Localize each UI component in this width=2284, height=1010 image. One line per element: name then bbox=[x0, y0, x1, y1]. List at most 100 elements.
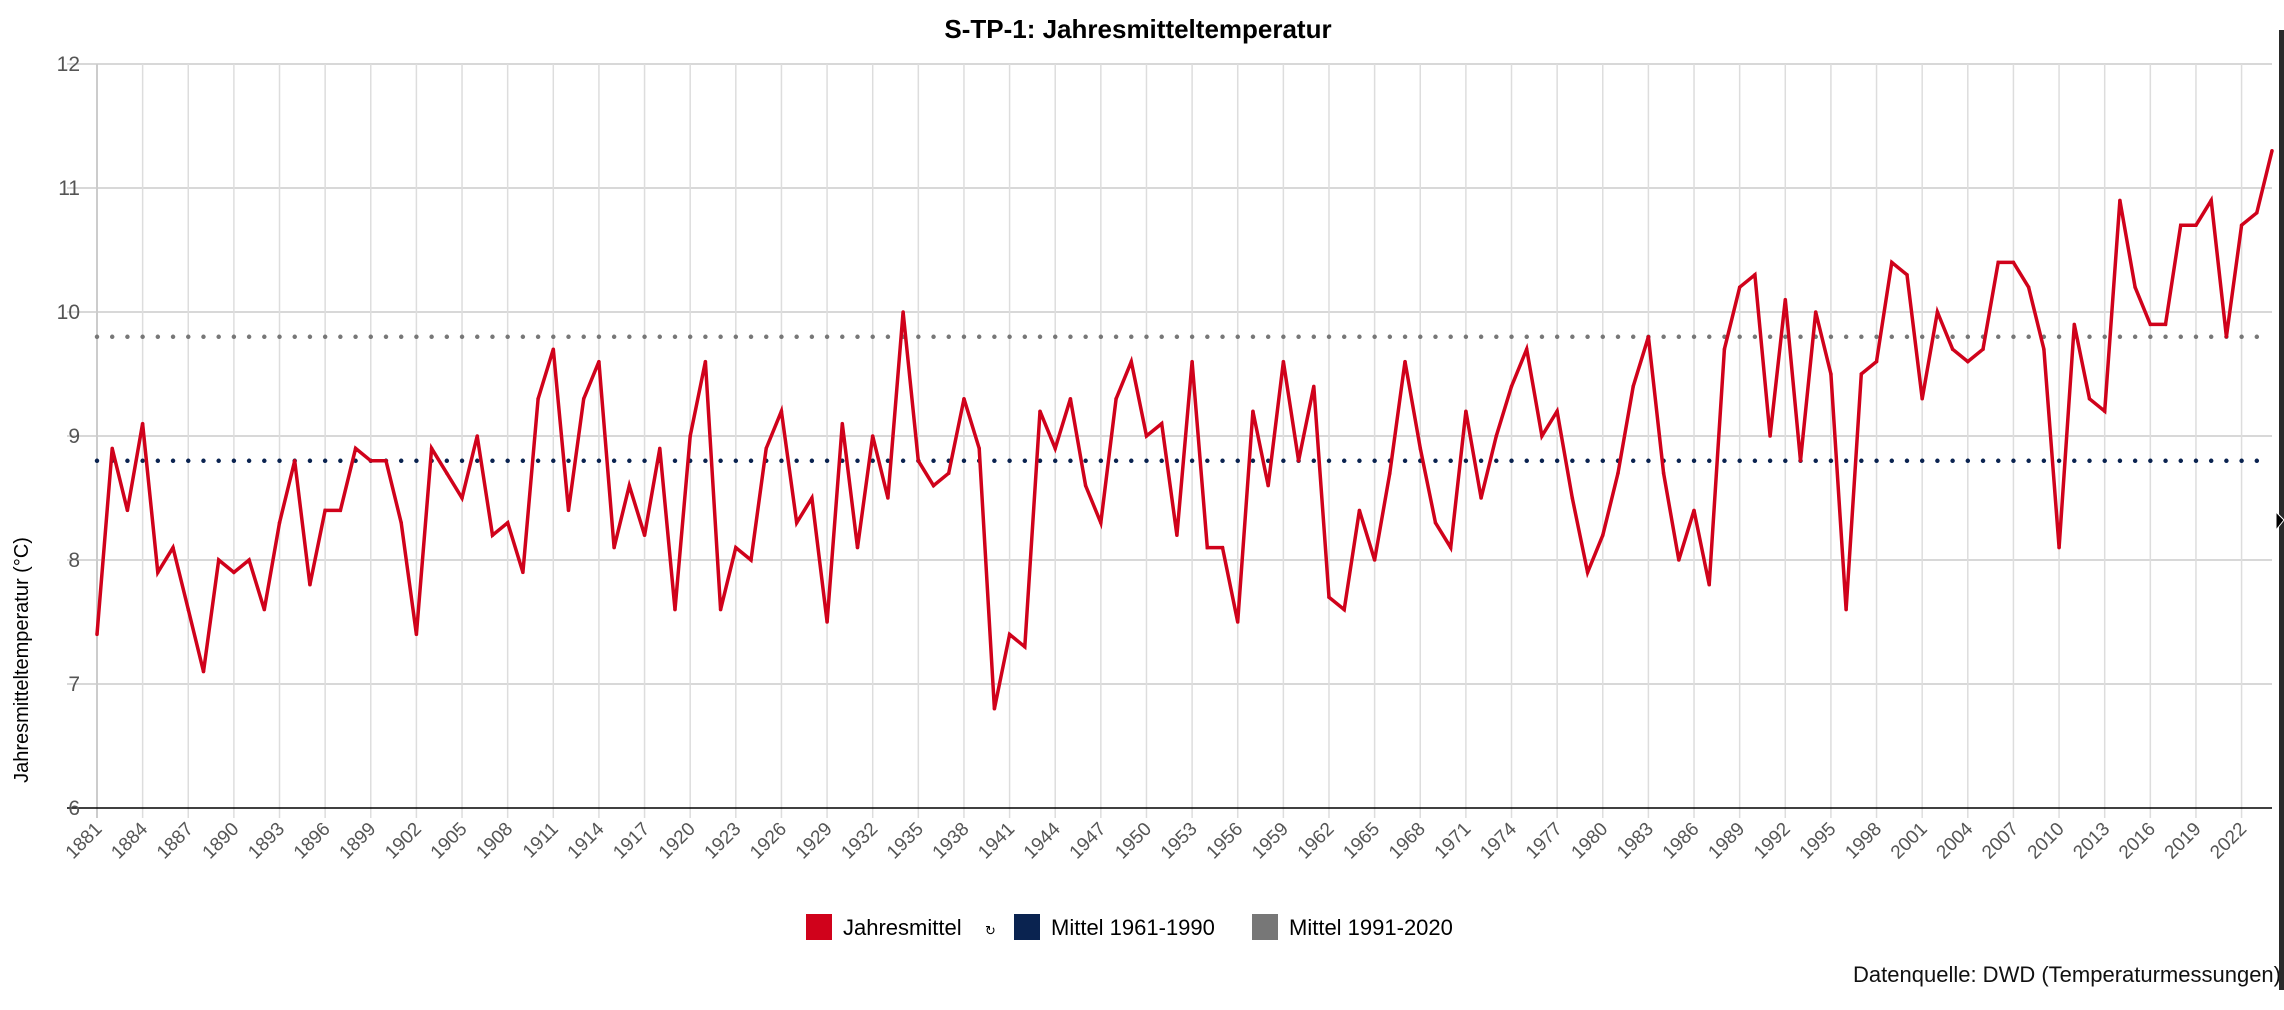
x-tick-label: 1995 bbox=[1796, 819, 1841, 864]
x-tick-label: 1902 bbox=[381, 819, 426, 864]
data-point-1898 bbox=[353, 446, 358, 451]
data-point-1881 bbox=[95, 632, 99, 637]
data-point-1964 bbox=[1357, 508, 1362, 513]
data-point-1961 bbox=[1312, 384, 1316, 389]
data-point-1907 bbox=[490, 533, 495, 537]
x-tick-label: 1947 bbox=[1066, 819, 1111, 864]
data-point-1989 bbox=[1737, 285, 1742, 289]
data-point-1946 bbox=[1083, 483, 1088, 488]
data-point-1910 bbox=[536, 397, 540, 401]
data-point-1954 bbox=[1205, 545, 1210, 550]
x-tick-label: 1959 bbox=[1248, 819, 1293, 864]
data-point-1890 bbox=[232, 570, 236, 575]
data-point-2019 bbox=[2194, 223, 2198, 227]
data-point-1983 bbox=[1646, 335, 1651, 339]
data-point-1977 bbox=[1555, 409, 1559, 413]
legend-label-jahresmittel: Jahresmittel bbox=[843, 915, 962, 940]
legend-item-jahresmittel[interactable]: Jahresmittel ↻ bbox=[806, 914, 996, 940]
data-point-1936 bbox=[931, 483, 936, 488]
data-point-1947 bbox=[1099, 521, 1103, 525]
data-point-1992 bbox=[1783, 297, 1788, 302]
x-tick-label: 1893 bbox=[244, 819, 289, 864]
x-tick-label: 1896 bbox=[290, 819, 335, 864]
data-point-1967 bbox=[1403, 359, 1407, 364]
data-point-1915 bbox=[612, 545, 616, 550]
x-tick-label: 1944 bbox=[1020, 818, 1065, 863]
x-tick-label: 1950 bbox=[1111, 819, 1156, 864]
legend-item-mittel-1991-2020[interactable]: Mittel 1991-2020 bbox=[1252, 914, 1453, 940]
x-tick-label: 1881 bbox=[62, 819, 107, 864]
data-point-2005 bbox=[1981, 347, 1985, 351]
data-point-1906 bbox=[475, 434, 479, 438]
data-point-1922 bbox=[718, 607, 723, 612]
legend-swatch-mittel-1991-2020 bbox=[1252, 914, 1278, 940]
x-tick-label: 2019 bbox=[2161, 819, 2206, 864]
x-tick-label: 1971 bbox=[1431, 819, 1476, 864]
data-point-1970 bbox=[1448, 545, 1453, 550]
data-point-1943 bbox=[1038, 409, 1042, 413]
y-tick-label: 11 bbox=[58, 177, 80, 200]
x-tick-label: 1935 bbox=[883, 819, 928, 864]
data-point-1904 bbox=[445, 471, 449, 475]
data-point-1978 bbox=[1570, 496, 1575, 500]
data-point-1918 bbox=[658, 446, 662, 451]
data-point-1889 bbox=[216, 558, 221, 562]
y-axis: 6 7 8 9 10 11 12 bbox=[57, 53, 80, 820]
refresh-icon: ↻ bbox=[985, 924, 996, 939]
x-tick-label: 1920 bbox=[655, 819, 700, 864]
series-line-jahresmittel bbox=[95, 150, 2274, 710]
legend-item-mittel-1961-1990[interactable]: Mittel 1961-1990 bbox=[1014, 914, 1215, 940]
data-point-1958 bbox=[1266, 483, 1270, 488]
data-point-1902 bbox=[414, 632, 419, 637]
data-point-1966 bbox=[1388, 471, 1392, 475]
x-tick-label: 2016 bbox=[2115, 819, 2160, 864]
x-tick-label: 1932 bbox=[837, 819, 882, 864]
data-point-2012 bbox=[2087, 397, 2092, 401]
data-point-2023 bbox=[2255, 211, 2259, 215]
y-tick-label: 7 bbox=[68, 673, 80, 696]
x-tick-label: 1914 bbox=[564, 818, 609, 863]
x-tick-label: 1962 bbox=[1294, 819, 1339, 864]
data-point-1990 bbox=[1753, 273, 1757, 277]
x-tick-label: 1923 bbox=[701, 819, 746, 864]
data-point-1935 bbox=[916, 459, 921, 463]
data-point-2001 bbox=[1920, 397, 1924, 401]
legend-swatch-mittel-1961-1990 bbox=[1014, 914, 1040, 940]
data-point-1960 bbox=[1296, 459, 1301, 463]
y-axis-label: Jahresmitteltemperatur (°C) bbox=[11, 537, 33, 783]
data-point-2022 bbox=[2239, 223, 2244, 227]
data-point-2024 bbox=[2270, 149, 2274, 153]
data-point-1950 bbox=[1144, 434, 1149, 438]
data-point-1972 bbox=[1479, 496, 1483, 500]
x-tick-label: 1887 bbox=[153, 819, 198, 864]
data-point-1941 bbox=[1007, 632, 1012, 637]
data-point-1899 bbox=[369, 459, 373, 463]
data-point-1925 bbox=[764, 446, 768, 451]
data-point-1957 bbox=[1251, 409, 1255, 413]
x-tick-label: 1941 bbox=[974, 819, 1019, 864]
x-tick-label: 1977 bbox=[1522, 819, 1567, 864]
data-point-1988 bbox=[1722, 347, 1727, 351]
data-point-1975 bbox=[1524, 347, 1529, 351]
data-point-1949 bbox=[1129, 359, 1134, 364]
data-point-1896 bbox=[323, 508, 327, 513]
data-point-1885 bbox=[156, 570, 160, 575]
data-point-1993 bbox=[1798, 459, 1803, 463]
data-point-2017 bbox=[2163, 322, 2168, 327]
data-point-1888 bbox=[201, 669, 206, 674]
data-point-2006 bbox=[1996, 260, 2000, 265]
x-tick-label: 1911 bbox=[519, 819, 563, 863]
data-point-1968 bbox=[1418, 446, 1423, 451]
x-tick-label: 1986 bbox=[1659, 819, 1704, 864]
y-tick-label: 6 bbox=[68, 797, 80, 820]
x-tick-label: 1953 bbox=[1157, 819, 1202, 864]
data-point-1912 bbox=[566, 508, 571, 513]
x-tick-label: 1983 bbox=[1613, 819, 1658, 864]
data-point-1995 bbox=[1829, 372, 1833, 376]
data-point-1930 bbox=[840, 421, 845, 426]
data-point-1933 bbox=[886, 496, 890, 500]
data-source: Datenquelle: DWD (Temperaturmessungen) bbox=[1853, 962, 2281, 987]
data-point-1882 bbox=[110, 446, 114, 451]
data-point-2018 bbox=[2178, 223, 2183, 227]
data-point-1944 bbox=[1053, 446, 1057, 451]
